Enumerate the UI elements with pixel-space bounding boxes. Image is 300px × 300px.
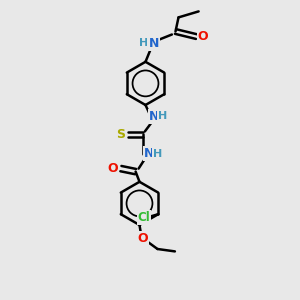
Text: O: O [198,30,208,43]
Text: N: N [148,37,159,50]
Text: N: N [149,110,159,123]
Text: O: O [108,162,118,175]
Text: H: H [139,38,148,49]
Text: S: S [116,128,125,141]
Text: H: H [153,148,162,159]
Text: H: H [158,111,167,122]
Text: Cl: Cl [138,211,151,224]
Text: O: O [137,232,148,245]
Text: N: N [144,147,154,160]
